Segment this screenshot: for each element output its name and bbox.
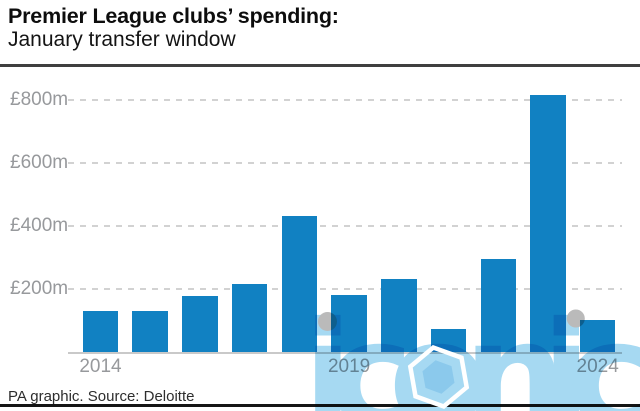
source-credit: PA graphic. Source: Deloitte xyxy=(8,388,195,405)
page-subtitle: January transfer window xyxy=(8,28,236,51)
bar-2023 xyxy=(530,95,566,353)
bottom-rule xyxy=(0,404,640,407)
y-tick-label-600: £600m xyxy=(10,151,69,173)
bar-2022 xyxy=(480,258,516,353)
y-tick-label-200: £200m xyxy=(10,277,69,299)
page-title: Premier League clubs’ spending: xyxy=(8,4,339,28)
bar-2021 xyxy=(430,329,467,353)
bar-2018 xyxy=(281,216,318,353)
page-header: Premier League clubs’ spending: January … xyxy=(8,4,632,52)
x-tick-label-2019: 2019 xyxy=(327,356,371,377)
x-tick-label-2024: 2024 xyxy=(576,356,619,377)
y-gridline-200 xyxy=(68,287,622,290)
bar-2016 xyxy=(182,296,218,353)
y-gridline-400 xyxy=(68,224,622,227)
bar-2020 xyxy=(381,279,417,353)
y-tick-label-800: £800m xyxy=(10,88,69,110)
bar-2019 xyxy=(331,294,367,353)
title-separator xyxy=(0,64,640,67)
bar-2014 xyxy=(82,310,119,353)
bar-2024 xyxy=(579,320,616,353)
bar-2015 xyxy=(132,310,168,353)
y-gridline-800 xyxy=(68,98,622,101)
y-tick-label-400: £400m xyxy=(10,214,69,236)
x-tick-label-2014: 2014 xyxy=(79,356,122,377)
x-axis-line xyxy=(68,351,622,354)
bar-2017 xyxy=(231,283,268,353)
y-gridline-600 xyxy=(68,161,622,164)
